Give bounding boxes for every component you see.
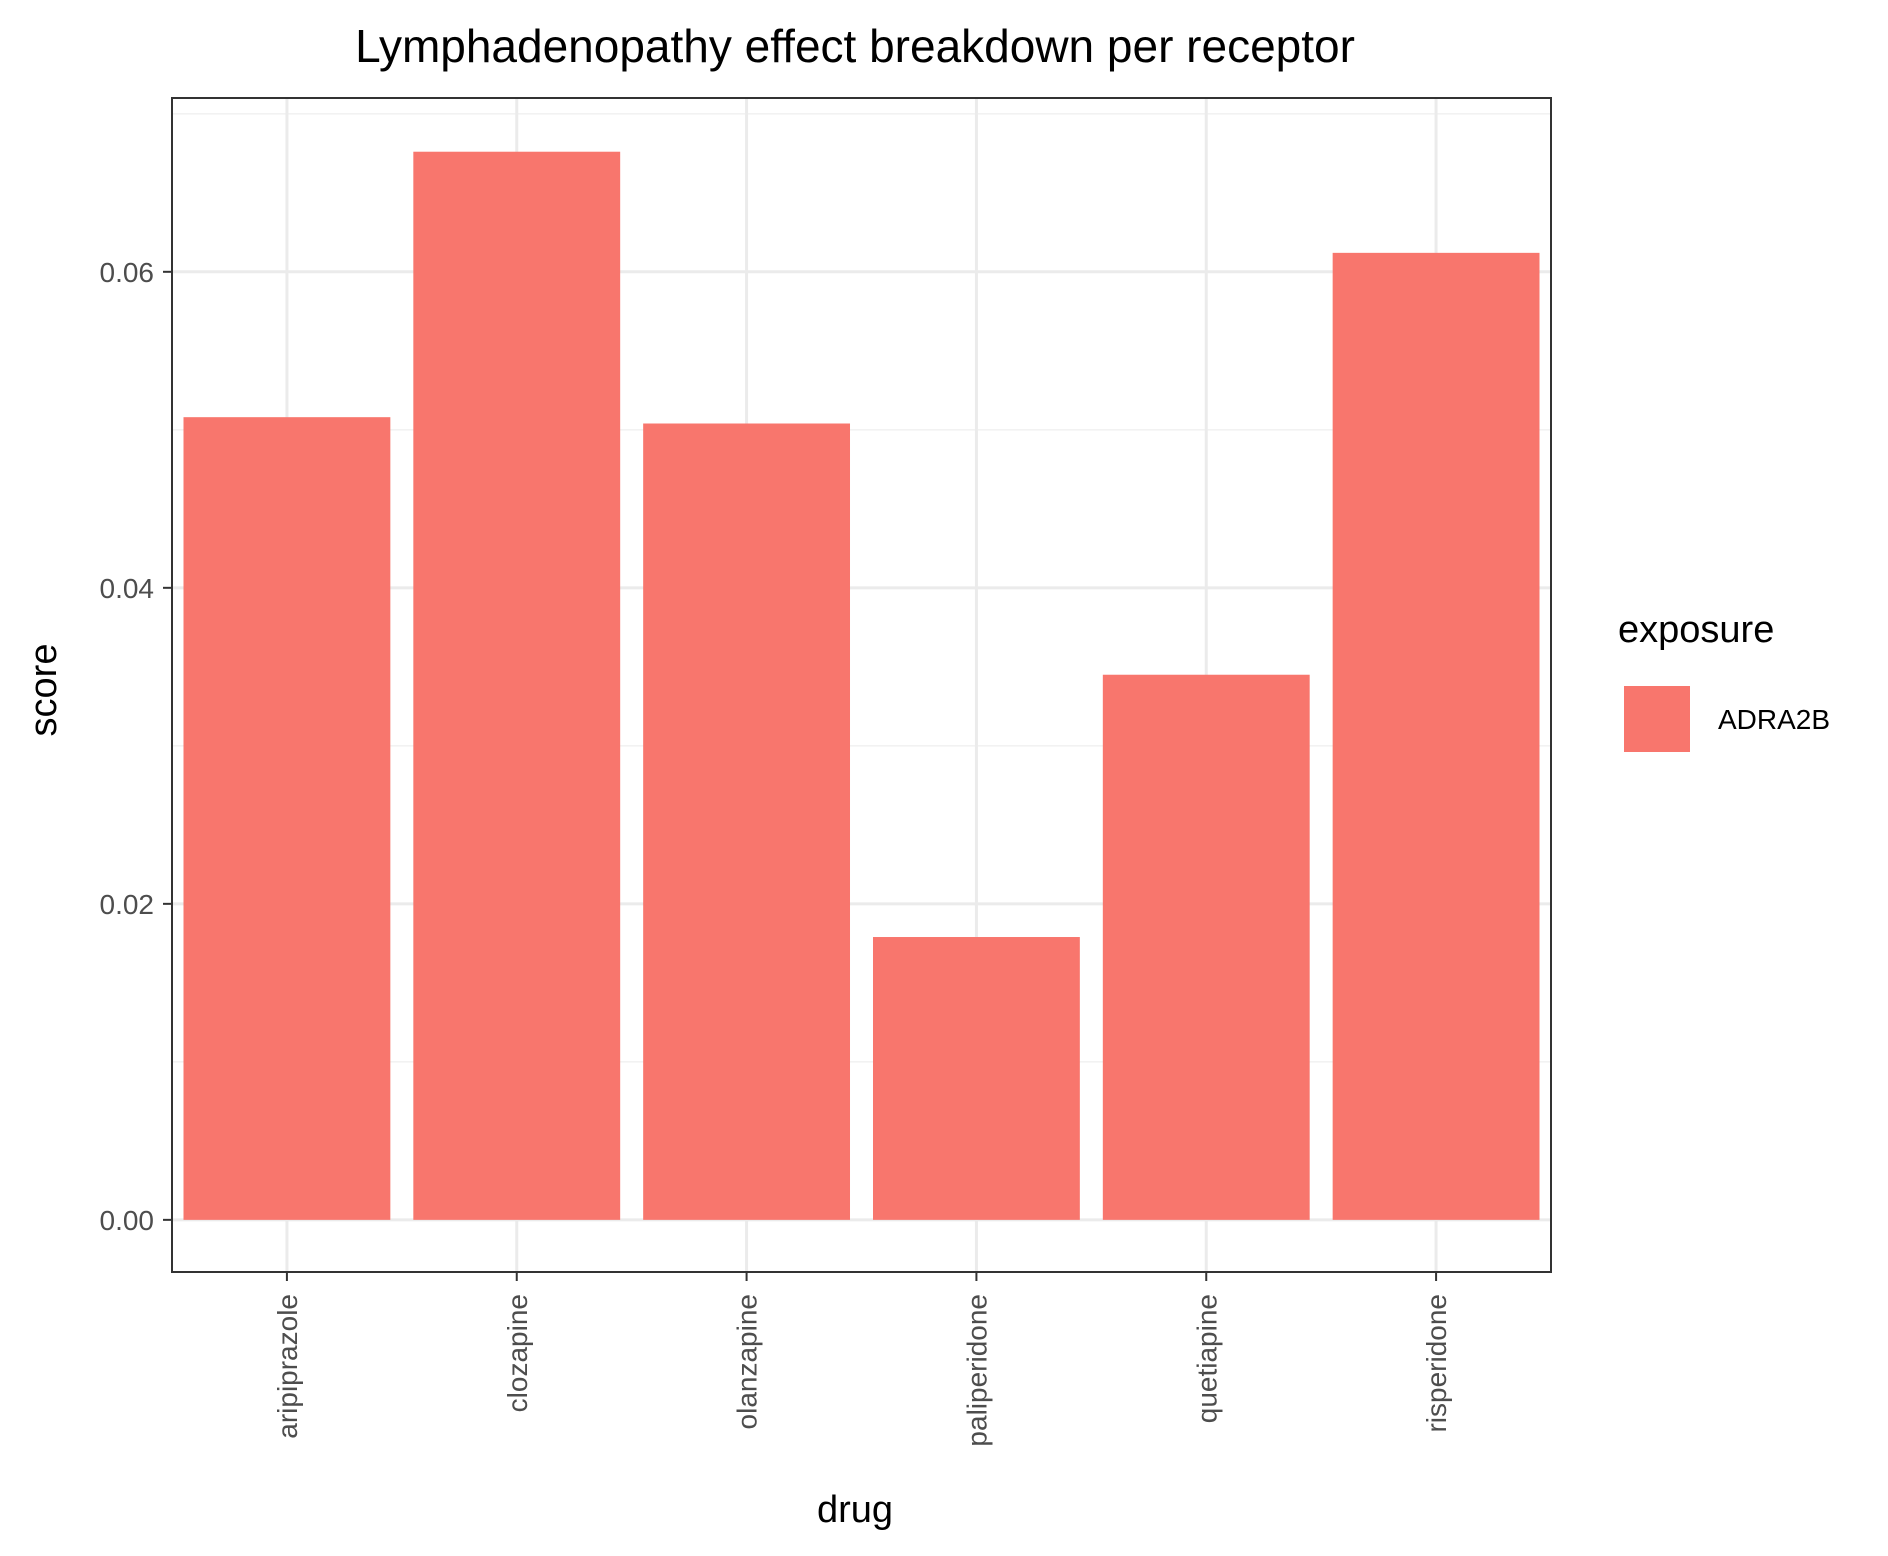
y-axis-title: score [23, 644, 65, 737]
bar-aripiprazole [183, 417, 391, 1220]
bar-clozapine [413, 151, 621, 1220]
x-tick-label: olanzapine [732, 1294, 763, 1429]
legend-label-adra2b: ADRA2B [1718, 704, 1830, 735]
legend-key-adra2b [1624, 686, 1690, 752]
bar-paliperidone [872, 937, 1080, 1220]
chart-title: Lymphadenopathy effect breakdown per rec… [355, 20, 1355, 72]
x-tick-label: quetiapine [1191, 1294, 1222, 1423]
legend-title: exposure [1618, 609, 1774, 651]
bar-olanzapine [643, 423, 851, 1220]
y-tick-label: 0.06 [100, 257, 155, 288]
panel-background [172, 98, 1551, 1272]
plot-panel: 0.00 0.02 0.04 0.06 aripiprazole clozapine ola… [100, 97, 1552, 1447]
x-axis-title: drug [817, 1489, 893, 1531]
y-tick-label: 0.02 [100, 889, 155, 920]
x-tick-label: aripiprazole [272, 1294, 303, 1439]
panel-border [171, 97, 1552, 1273]
legend: exposure ADRA2B [1618, 609, 1830, 752]
x-tick-label: risperidone [1421, 1294, 1452, 1433]
y-tick-label: 0.04 [100, 573, 155, 604]
x-tick-label: paliperidone [961, 1294, 992, 1447]
bar-quetiapine [1102, 674, 1310, 1220]
y-tick-label: 0.00 [100, 1205, 155, 1236]
x-tick-label: clozapine [502, 1294, 533, 1412]
bar-risperidone [1332, 252, 1540, 1220]
